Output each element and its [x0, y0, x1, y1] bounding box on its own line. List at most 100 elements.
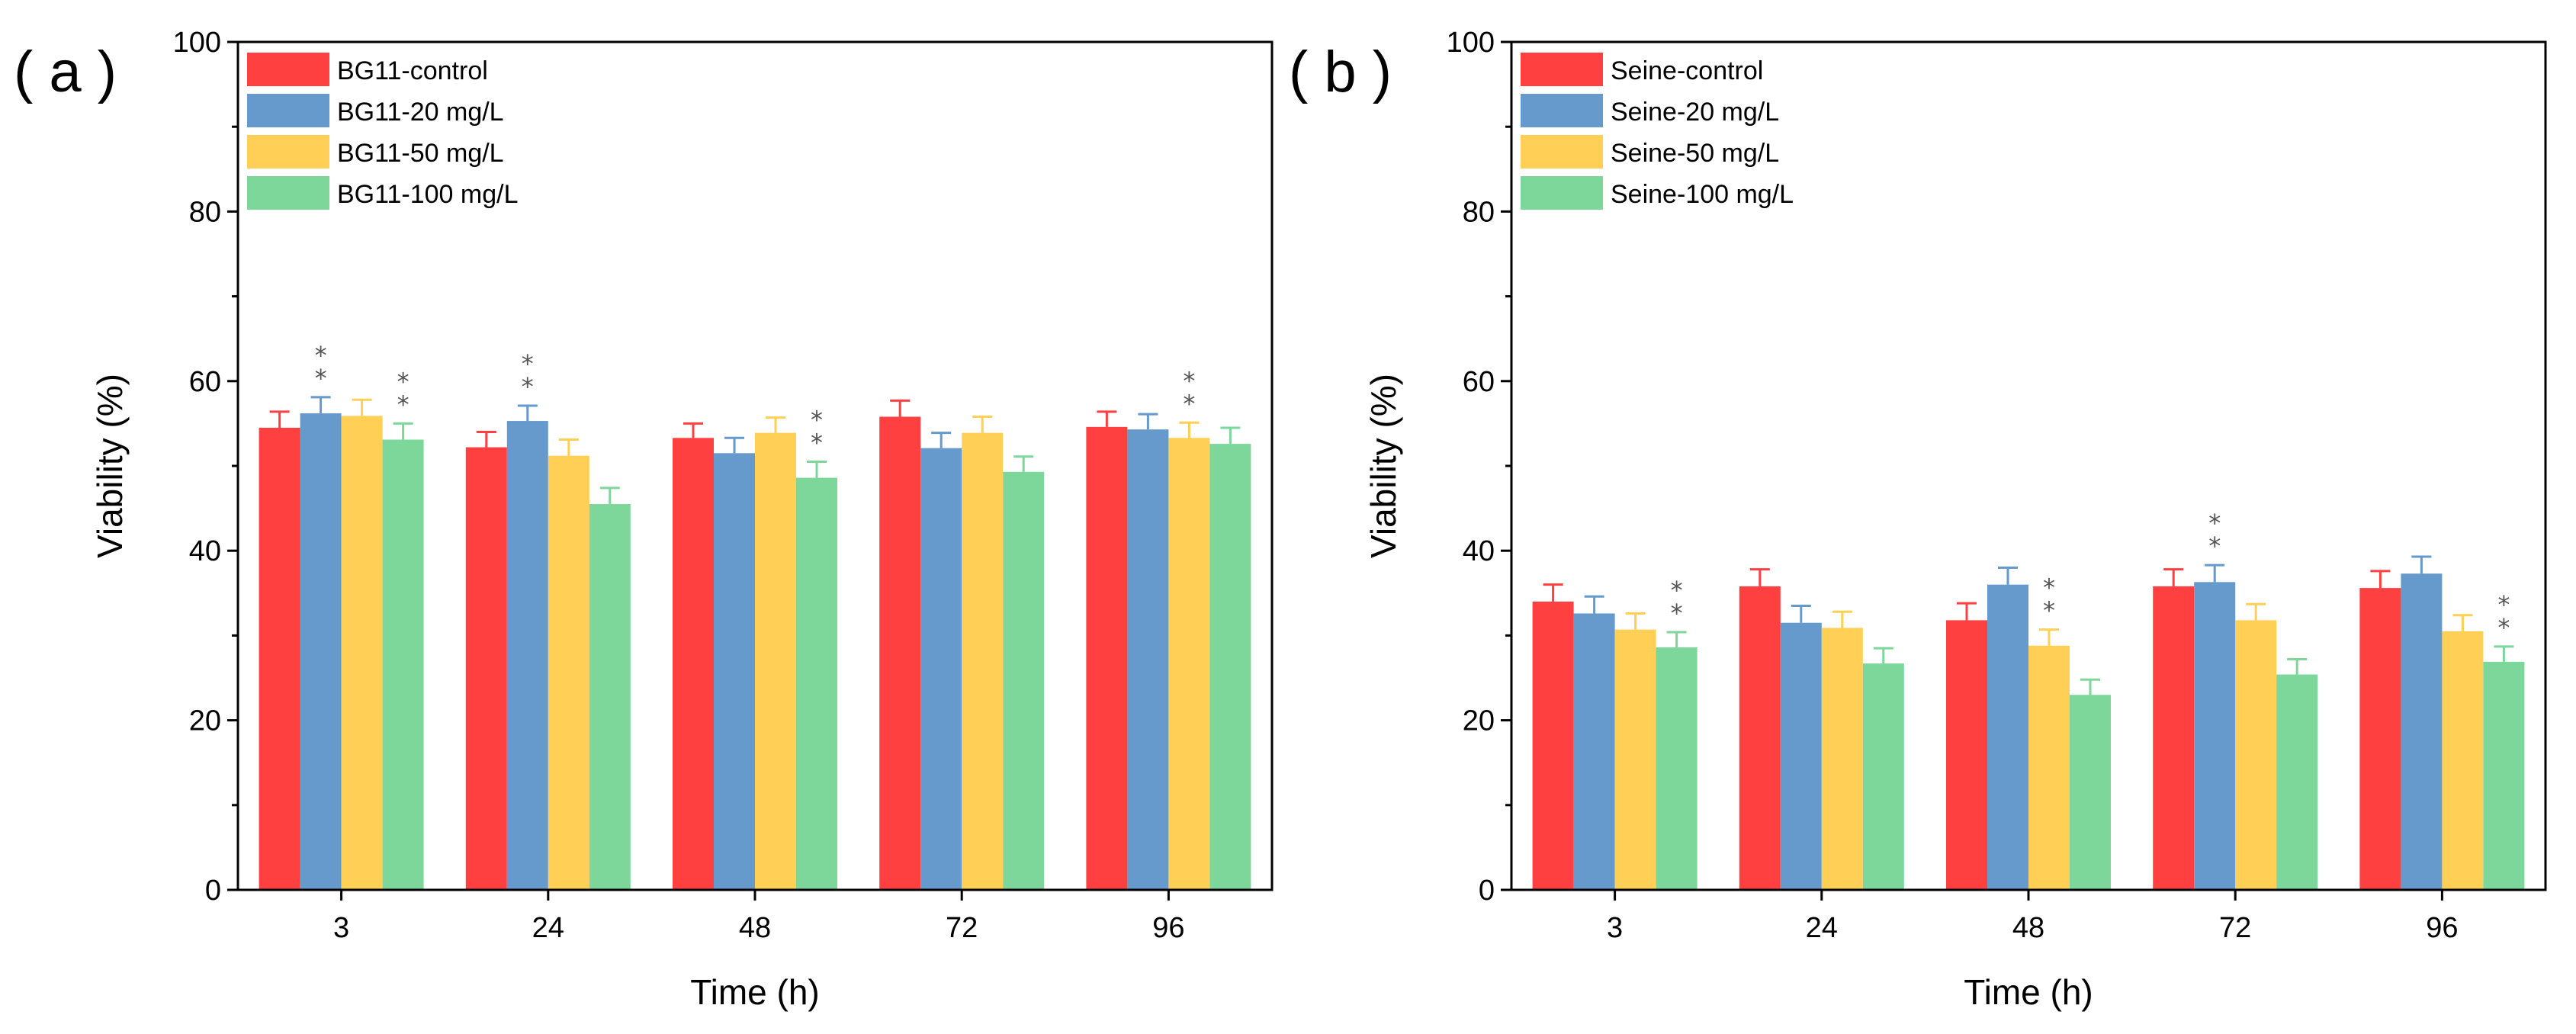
- bar: [2442, 631, 2484, 890]
- legend-swatch: [247, 53, 329, 86]
- significance-marker: **: [1671, 576, 1683, 628]
- bar: [1168, 438, 1210, 890]
- significance-star: *: [1671, 576, 1683, 605]
- bar: [1209, 444, 1251, 890]
- x-axis-title: Time (h): [690, 972, 820, 1012]
- bar: [796, 477, 837, 890]
- bar: [2028, 645, 2070, 890]
- x-tick-label: 96: [1152, 912, 1184, 944]
- legend-swatch: [1521, 53, 1603, 86]
- bar: [1987, 584, 2028, 890]
- bar: [1946, 620, 1987, 890]
- x-tick-label: 48: [739, 912, 771, 944]
- bar: [1532, 601, 1574, 890]
- bar: [506, 421, 548, 890]
- y-tick-label: 100: [173, 27, 221, 59]
- bar: [341, 416, 383, 890]
- bar: [300, 413, 342, 890]
- significance-star: *: [315, 364, 327, 393]
- legend-label: Seine-100 mg/L: [1611, 180, 1794, 209]
- y-axis-title: Viability (%): [1363, 374, 1403, 558]
- x-tick-label: 24: [1806, 912, 1838, 944]
- significance-marker: **: [522, 349, 534, 401]
- legend-label: BG11-20 mg/L: [337, 98, 504, 127]
- legend: Seine-control Seine-20 mg/L Seine-50 mg/L S…: [1521, 53, 1794, 210]
- legend-swatch: [247, 135, 329, 169]
- significance-star: *: [522, 372, 534, 401]
- legend-label: BG11-100 mg/L: [337, 180, 519, 209]
- significance-star: *: [2497, 590, 2510, 619]
- legend: BG11-control BG11-20 mg/L BG11-50 mg/L BG11…: [247, 53, 519, 210]
- bar: [2359, 588, 2401, 890]
- bar: [548, 455, 589, 890]
- y-tick-label: 0: [1479, 875, 1495, 907]
- y-tick-label: 80: [1463, 196, 1495, 228]
- x-axis-title: Time (h): [1964, 972, 2093, 1012]
- significance-marker: **: [397, 367, 410, 419]
- bar: [465, 447, 507, 890]
- significance-star: *: [2497, 613, 2510, 642]
- y-tick-label: 40: [189, 535, 221, 567]
- bar: [1003, 471, 1045, 890]
- significance-star: *: [2208, 531, 2221, 560]
- bar: [962, 432, 1004, 890]
- bar: [1086, 426, 1128, 890]
- x-tick-label: 72: [946, 912, 978, 944]
- bar: [673, 438, 714, 890]
- significance-marker: **: [315, 341, 327, 393]
- significance-marker: **: [2208, 509, 2221, 560]
- y-tick-label: 60: [189, 366, 221, 398]
- x-tick-label: 24: [532, 912, 564, 944]
- legend-label: Seine-50 mg/L: [1611, 139, 1779, 168]
- bar: [1862, 663, 1904, 890]
- significance-star: *: [1183, 366, 1195, 395]
- x-tick-label: 3: [333, 912, 349, 944]
- y-tick-label: 40: [1463, 535, 1495, 567]
- significance-marker: **: [811, 405, 823, 457]
- y-tick-label: 80: [189, 196, 221, 228]
- bar: [2070, 695, 2111, 890]
- bar: [1821, 628, 1863, 890]
- legend-swatch: [1521, 94, 1603, 127]
- y-tick-label: 20: [189, 705, 221, 737]
- bar: [2153, 586, 2195, 890]
- legend-swatch: [1521, 176, 1603, 210]
- bar: [2401, 573, 2443, 890]
- significance-star: *: [1183, 389, 1195, 418]
- legend-label: Seine-20 mg/L: [1611, 98, 1779, 127]
- significance-star: *: [2208, 509, 2221, 538]
- significance-star: *: [397, 367, 410, 396]
- legend-label: BG11-control: [337, 56, 488, 85]
- panel-label: ( a ): [14, 40, 117, 104]
- significance-star: *: [522, 349, 534, 378]
- legend-swatch: [1521, 135, 1603, 169]
- bar: [1127, 429, 1169, 890]
- bar: [1656, 647, 1698, 890]
- x-tick-label: 3: [1607, 912, 1623, 944]
- bar: [382, 439, 424, 890]
- x-tick-label: 96: [2426, 912, 2458, 944]
- significance-marker: **: [1183, 366, 1195, 418]
- bar: [755, 432, 796, 890]
- y-tick-label: 20: [1463, 705, 1495, 737]
- bar: [1780, 622, 1822, 890]
- y-tick-label: 60: [1463, 366, 1495, 398]
- significance-star: *: [2043, 573, 2055, 602]
- significance-marker: **: [2043, 573, 2055, 625]
- y-axis-title: Viability (%): [90, 374, 130, 558]
- bar: [2276, 674, 2318, 890]
- legend-swatch: [247, 94, 329, 127]
- significance-star: *: [397, 390, 410, 419]
- bar: [2194, 582, 2236, 890]
- bar: [589, 504, 631, 890]
- panel-label: ( b ): [1289, 40, 1392, 104]
- y-tick-label: 100: [1447, 27, 1495, 59]
- bar: [1573, 613, 1615, 890]
- x-tick-label: 48: [2012, 912, 2044, 944]
- bar: [2235, 620, 2277, 890]
- x-tick-label: 72: [2219, 912, 2251, 944]
